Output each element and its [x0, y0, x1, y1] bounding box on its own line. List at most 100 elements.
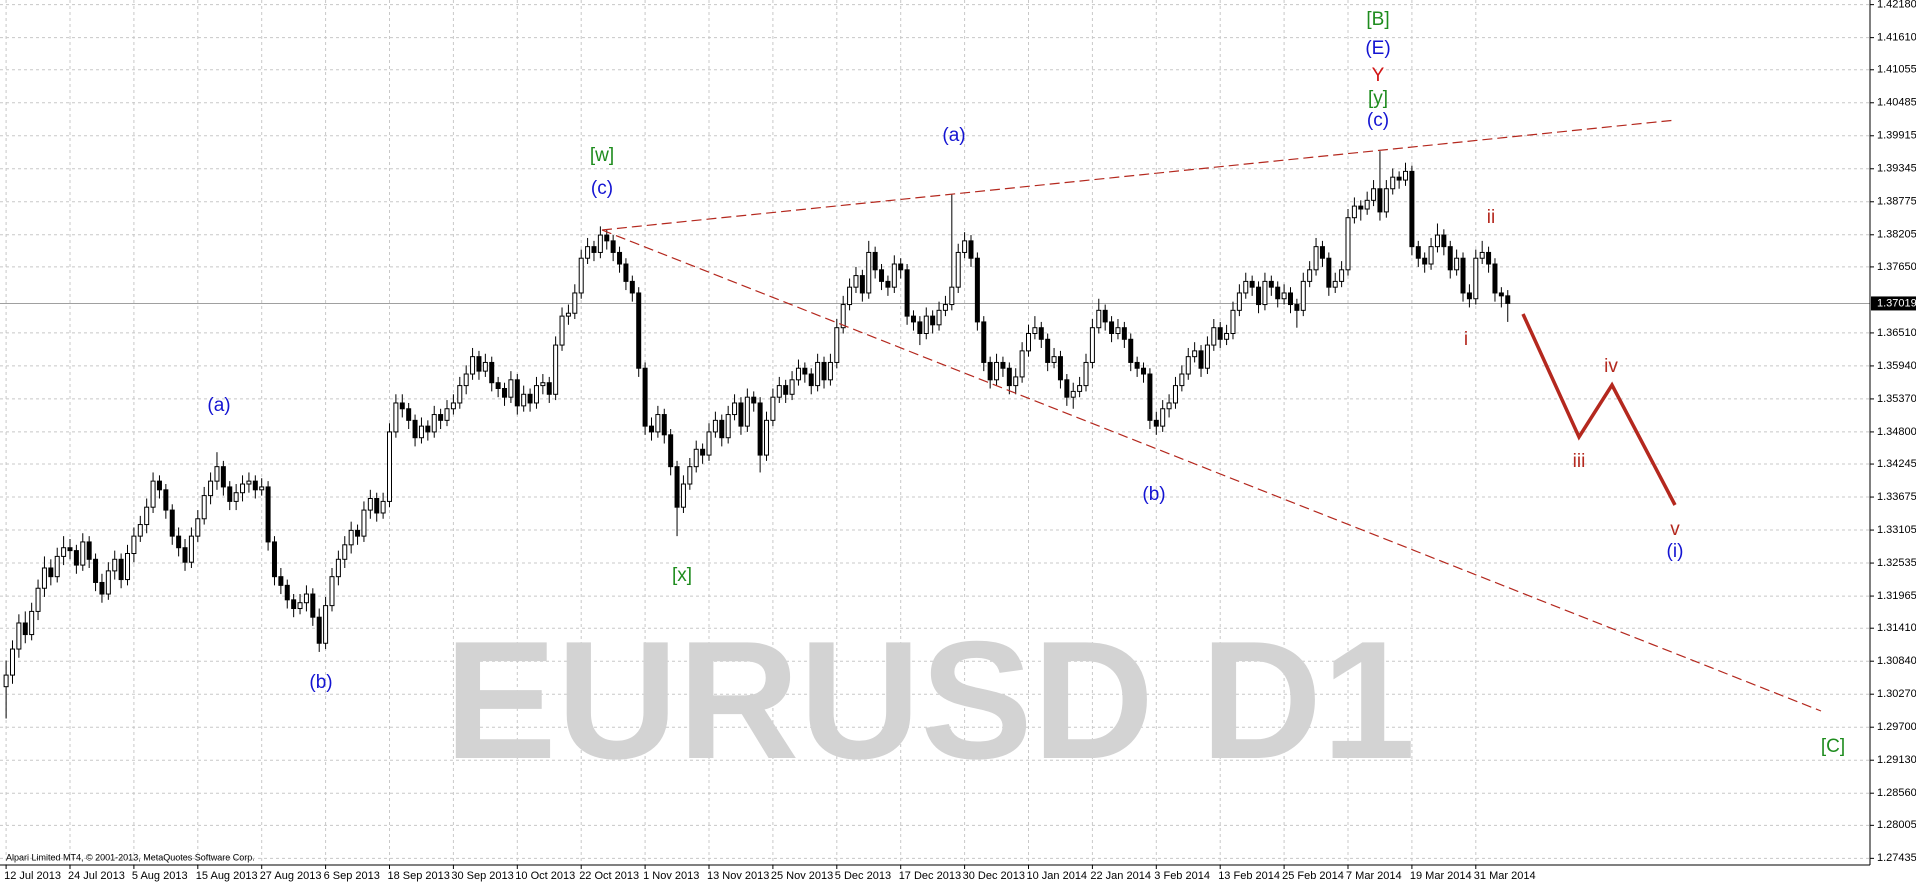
- y-tick-label: 1.32535: [1877, 557, 1916, 569]
- candle-body: [655, 414, 661, 433]
- candle-body: [610, 240, 616, 253]
- candle-body: [41, 567, 47, 589]
- candle-body: [335, 558, 341, 578]
- trendline-lower: [601, 229, 1822, 712]
- x-tick-label: 7 Mar 2014: [1346, 870, 1402, 882]
- y-tick-label: 1.41055: [1877, 64, 1916, 76]
- candle-body: [1166, 402, 1172, 410]
- candle-body: [367, 498, 373, 511]
- x-tick-label: 10 Oct 2013: [515, 870, 575, 882]
- candle-body: [1319, 246, 1325, 259]
- candle-body: [348, 529, 354, 546]
- candle-body: [578, 257, 584, 294]
- candle-body: [1192, 350, 1198, 358]
- candle-body: [35, 587, 41, 612]
- wave-label: [y]: [1368, 88, 1388, 109]
- candle-body: [252, 480, 258, 491]
- x-tick-label: 5 Dec 2013: [835, 870, 891, 882]
- candle-body: [1172, 385, 1178, 404]
- candle-body: [648, 425, 654, 433]
- candle-body: [329, 576, 335, 607]
- y-tick-label: 1.30840: [1877, 655, 1916, 667]
- y-tick-label: 1.36510: [1877, 327, 1916, 339]
- candle-body: [1434, 234, 1440, 248]
- candle-body: [770, 396, 776, 421]
- wave-label: (a): [942, 125, 965, 146]
- candle-body: [457, 385, 463, 404]
- candle-body: [374, 498, 380, 514]
- candle-body: [1460, 257, 1466, 294]
- candle-body: [80, 541, 86, 566]
- candle-body: [553, 344, 559, 395]
- candle-body: [1070, 390, 1076, 398]
- candle-body: [744, 396, 750, 427]
- candle-body: [1454, 257, 1460, 271]
- x-tick-label: 25 Nov 2013: [771, 870, 833, 882]
- y-tick-label: 1.34245: [1877, 458, 1916, 470]
- candle-body: [591, 246, 597, 253]
- candle-body: [1358, 205, 1364, 210]
- x-tick-label: 30 Dec 2013: [963, 870, 1025, 882]
- candle-body: [105, 570, 111, 595]
- y-tick-label: 1.37650: [1877, 261, 1916, 273]
- candle-body: [617, 251, 623, 265]
- candle-body: [987, 361, 993, 381]
- candle-body: [533, 385, 539, 404]
- candle-body: [1249, 280, 1255, 288]
- y-tick-label: 1.42180: [1877, 0, 1916, 11]
- candle-body: [540, 382, 546, 387]
- candle-body: [22, 622, 28, 636]
- candle-body: [904, 269, 910, 317]
- candle-body: [853, 275, 859, 288]
- candle-body: [706, 431, 712, 456]
- candle-body: [725, 414, 731, 439]
- candle-body: [303, 593, 309, 604]
- x-tick-label: 25 Feb 2014: [1282, 870, 1344, 882]
- candle-body: [962, 240, 968, 253]
- wave-label: [C]: [1821, 736, 1845, 757]
- candle-body: [572, 292, 578, 314]
- candle-body: [661, 414, 667, 436]
- candle-body: [1006, 367, 1012, 387]
- candle-body: [738, 402, 744, 427]
- annotations: (a)(b)[w](c)[x](a)(b)[B](E)Y[y](c)iiiiii…: [207, 9, 1845, 757]
- candle-body: [1466, 292, 1472, 300]
- candle-body: [48, 567, 54, 578]
- y-tick-label: 1.28560: [1877, 787, 1916, 799]
- candle-body: [61, 547, 67, 557]
- last-price-box: [1871, 296, 1916, 311]
- candle-body: [1179, 373, 1185, 387]
- candle-body: [1153, 419, 1159, 427]
- y-tick-label: 1.30270: [1877, 688, 1916, 700]
- candle-body: [827, 361, 833, 381]
- y-tick-label: 1.29130: [1877, 754, 1916, 766]
- candle-body: [821, 361, 827, 381]
- candle-body: [1198, 350, 1204, 369]
- x-tick-label: 22 Oct 2013: [579, 870, 639, 882]
- candle-body: [361, 509, 367, 537]
- y-tick-label: 1.33105: [1877, 524, 1916, 536]
- candle-body: [891, 263, 897, 288]
- candle-body: [125, 553, 131, 581]
- candle-body: [1371, 188, 1377, 201]
- candle-body: [1409, 170, 1415, 248]
- candle-body: [355, 529, 361, 537]
- candle-body: [188, 535, 194, 563]
- x-tick-label: 31 Mar 2014: [1474, 870, 1536, 882]
- candle-body: [1211, 327, 1217, 346]
- candle-body: [438, 414, 444, 421]
- candle-body: [1415, 246, 1421, 259]
- candle-body: [910, 315, 916, 323]
- candle-body: [316, 616, 322, 644]
- candle-body: [450, 402, 456, 410]
- candle-body: [412, 419, 418, 439]
- y-tick-label: 1.35940: [1877, 360, 1916, 372]
- y-tick-label: 1.35370: [1877, 393, 1916, 405]
- wave-label: ii: [1487, 207, 1495, 228]
- candle-body: [693, 448, 699, 468]
- candle-body: [406, 408, 412, 421]
- candle-body: [1364, 199, 1370, 210]
- candle-body: [1326, 257, 1332, 288]
- candle-body: [1096, 309, 1102, 329]
